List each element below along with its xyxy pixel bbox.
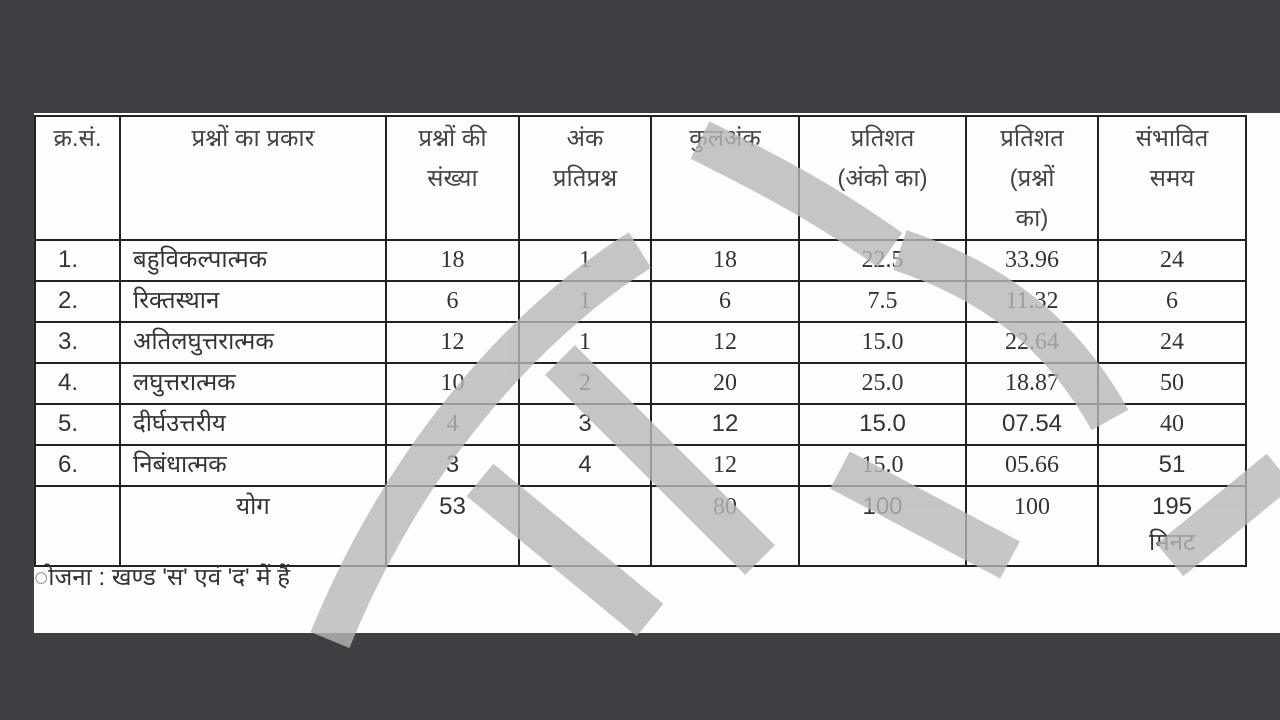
header-row: क्र.सं. प्रश्नों का प्रकार प्रश्नों की संख्… <box>34 115 1247 241</box>
table-row: 5. दीर्घउत्तरीय 4 3 12 15.0 07.54 40 <box>34 403 1247 446</box>
marks-per-question-cell: 4 <box>518 444 652 487</box>
percent-marks-cell: 15.0 <box>798 403 967 446</box>
marks-per-question-cell: 1 <box>518 321 652 364</box>
total-time-line: मिनट <box>1149 529 1195 556</box>
column-header-line: प्रश्नों का प्रकार <box>191 125 315 152</box>
time-cell: 24 <box>1097 321 1247 364</box>
total-marks-cell: 20 <box>650 362 800 405</box>
type-cell: अतिलघुत्तरात्मक <box>119 321 387 364</box>
marks-per-question-cell: 2 <box>518 362 652 405</box>
column-header: प्रश्नों का प्रकार <box>119 115 387 241</box>
empty-cell <box>518 485 652 567</box>
type-cell: रिक्तस्थान <box>119 280 387 323</box>
column-header: अंक प्रतिप्रश्न <box>518 115 652 241</box>
time-cell: 50 <box>1097 362 1247 405</box>
table-row: 3. अतिलघुत्तरात्मक 12 1 12 15.0 22.64 24 <box>34 321 1247 364</box>
empty-cell <box>34 485 121 567</box>
marks-per-question-cell: 1 <box>518 239 652 282</box>
total-time-line: 195 <box>1151 493 1193 520</box>
marks-per-question-cell: 3 <box>518 403 652 446</box>
time-cell: 51 <box>1097 444 1247 487</box>
table-row: 2. रिक्तस्थान 6 1 6 7.5 11.32 6 <box>34 280 1247 323</box>
percent-marks-cell: 22.5 <box>798 239 967 282</box>
percent-questions-cell: 18.87 <box>965 362 1099 405</box>
percent-marks-cell: 15.0 <box>798 321 967 364</box>
serial-cell: 2. <box>34 280 121 323</box>
column-header: प्रतिशत (प्रश्नों का) <box>965 115 1099 241</box>
count-cell: 6 <box>385 280 520 323</box>
percent-questions-cell: 33.96 <box>965 239 1099 282</box>
column-header: संभावित समय <box>1097 115 1247 241</box>
column-header-line: प्रतिशत <box>1000 125 1064 152</box>
column-header-line: क्र.सं. <box>53 125 102 152</box>
column-header: प्रश्नों की संख्या <box>385 115 520 241</box>
column-header-line: प्रश्नों की <box>418 125 487 152</box>
total-questions-cell: 53 <box>385 485 520 567</box>
time-cell: 6 <box>1097 280 1247 323</box>
total-marks-cell: 18 <box>650 239 800 282</box>
count-cell: 18 <box>385 239 520 282</box>
column-header-line: (अंको का) <box>837 165 928 192</box>
total-row: योग 53 80 100 100 195 मिनट <box>34 485 1247 567</box>
column-header: कुलअंक <box>650 115 800 241</box>
column-header-line: संभावित <box>1135 125 1209 152</box>
column-header-line: अंक <box>566 125 604 152</box>
time-cell: 40 <box>1097 403 1247 446</box>
total-percent-questions-cell: 100 <box>965 485 1099 567</box>
percent-questions-cell: 05.66 <box>965 444 1099 487</box>
column-header-line: का) <box>1015 205 1049 232</box>
count-cell: 10 <box>385 362 520 405</box>
serial-cell: 5. <box>34 403 121 446</box>
total-marks-cell: 80 <box>650 485 800 567</box>
total-marks-cell: 6 <box>650 280 800 323</box>
table-row: 4. लघुत्तरात्मक 10 2 20 25.0 18.87 50 <box>34 362 1247 405</box>
column-header-line: संख्या <box>427 165 478 192</box>
table-row: 1. बहुविकल्पात्मक 18 1 18 22.5 33.96 24 <box>34 239 1247 282</box>
column-header: प्रतिशत (अंको का) <box>798 115 967 241</box>
percent-marks-cell: 7.5 <box>798 280 967 323</box>
percent-questions-cell: 11.32 <box>965 280 1099 323</box>
percent-questions-cell: 22.64 <box>965 321 1099 364</box>
total-label-cell: योग <box>119 485 387 567</box>
serial-cell: 4. <box>34 362 121 405</box>
column-header-line: कुलअंक <box>689 125 761 152</box>
serial-cell: 6. <box>34 444 121 487</box>
footnote: ोजना : खण्ड 'स' एवं 'द' में हैं <box>34 564 291 591</box>
total-time-cell: 195 मिनट <box>1097 485 1247 567</box>
count-cell: 12 <box>385 321 520 364</box>
type-cell: निबंधात्मक <box>119 444 387 487</box>
percent-marks-cell: 15.0 <box>798 444 967 487</box>
type-cell: बहुविकल्पात्मक <box>119 239 387 282</box>
total-marks-cell: 12 <box>650 403 800 446</box>
column-header-line: समय <box>1149 165 1195 192</box>
marks-distribution-table: क्र.सं. प्रश्नों का प्रकार प्रश्नों की संख्… <box>34 115 1247 567</box>
total-percent-marks-cell: 100 <box>798 485 967 567</box>
column-header-line: (प्रश्नों <box>1009 165 1055 192</box>
total-marks-cell: 12 <box>650 444 800 487</box>
serial-cell: 1. <box>34 239 121 282</box>
total-marks-cell: 12 <box>650 321 800 364</box>
percent-marks-cell: 25.0 <box>798 362 967 405</box>
count-cell: 4 <box>385 403 520 446</box>
marks-per-question-cell: 1 <box>518 280 652 323</box>
type-cell: लघुत्तरात्मक <box>119 362 387 405</box>
serial-cell: 3. <box>34 321 121 364</box>
column-header-line: प्रतिशत <box>850 125 915 152</box>
table-row: 6. निबंधात्मक 3 4 12 15.0 05.66 51 <box>34 444 1247 487</box>
column-header: क्र.सं. <box>34 115 121 241</box>
type-cell: दीर्घउत्तरीय <box>119 403 387 446</box>
count-cell: 3 <box>385 444 520 487</box>
percent-questions-cell: 07.54 <box>965 403 1099 446</box>
column-header-line: प्रतिप्रश्न <box>552 165 618 192</box>
time-cell: 24 <box>1097 239 1247 282</box>
